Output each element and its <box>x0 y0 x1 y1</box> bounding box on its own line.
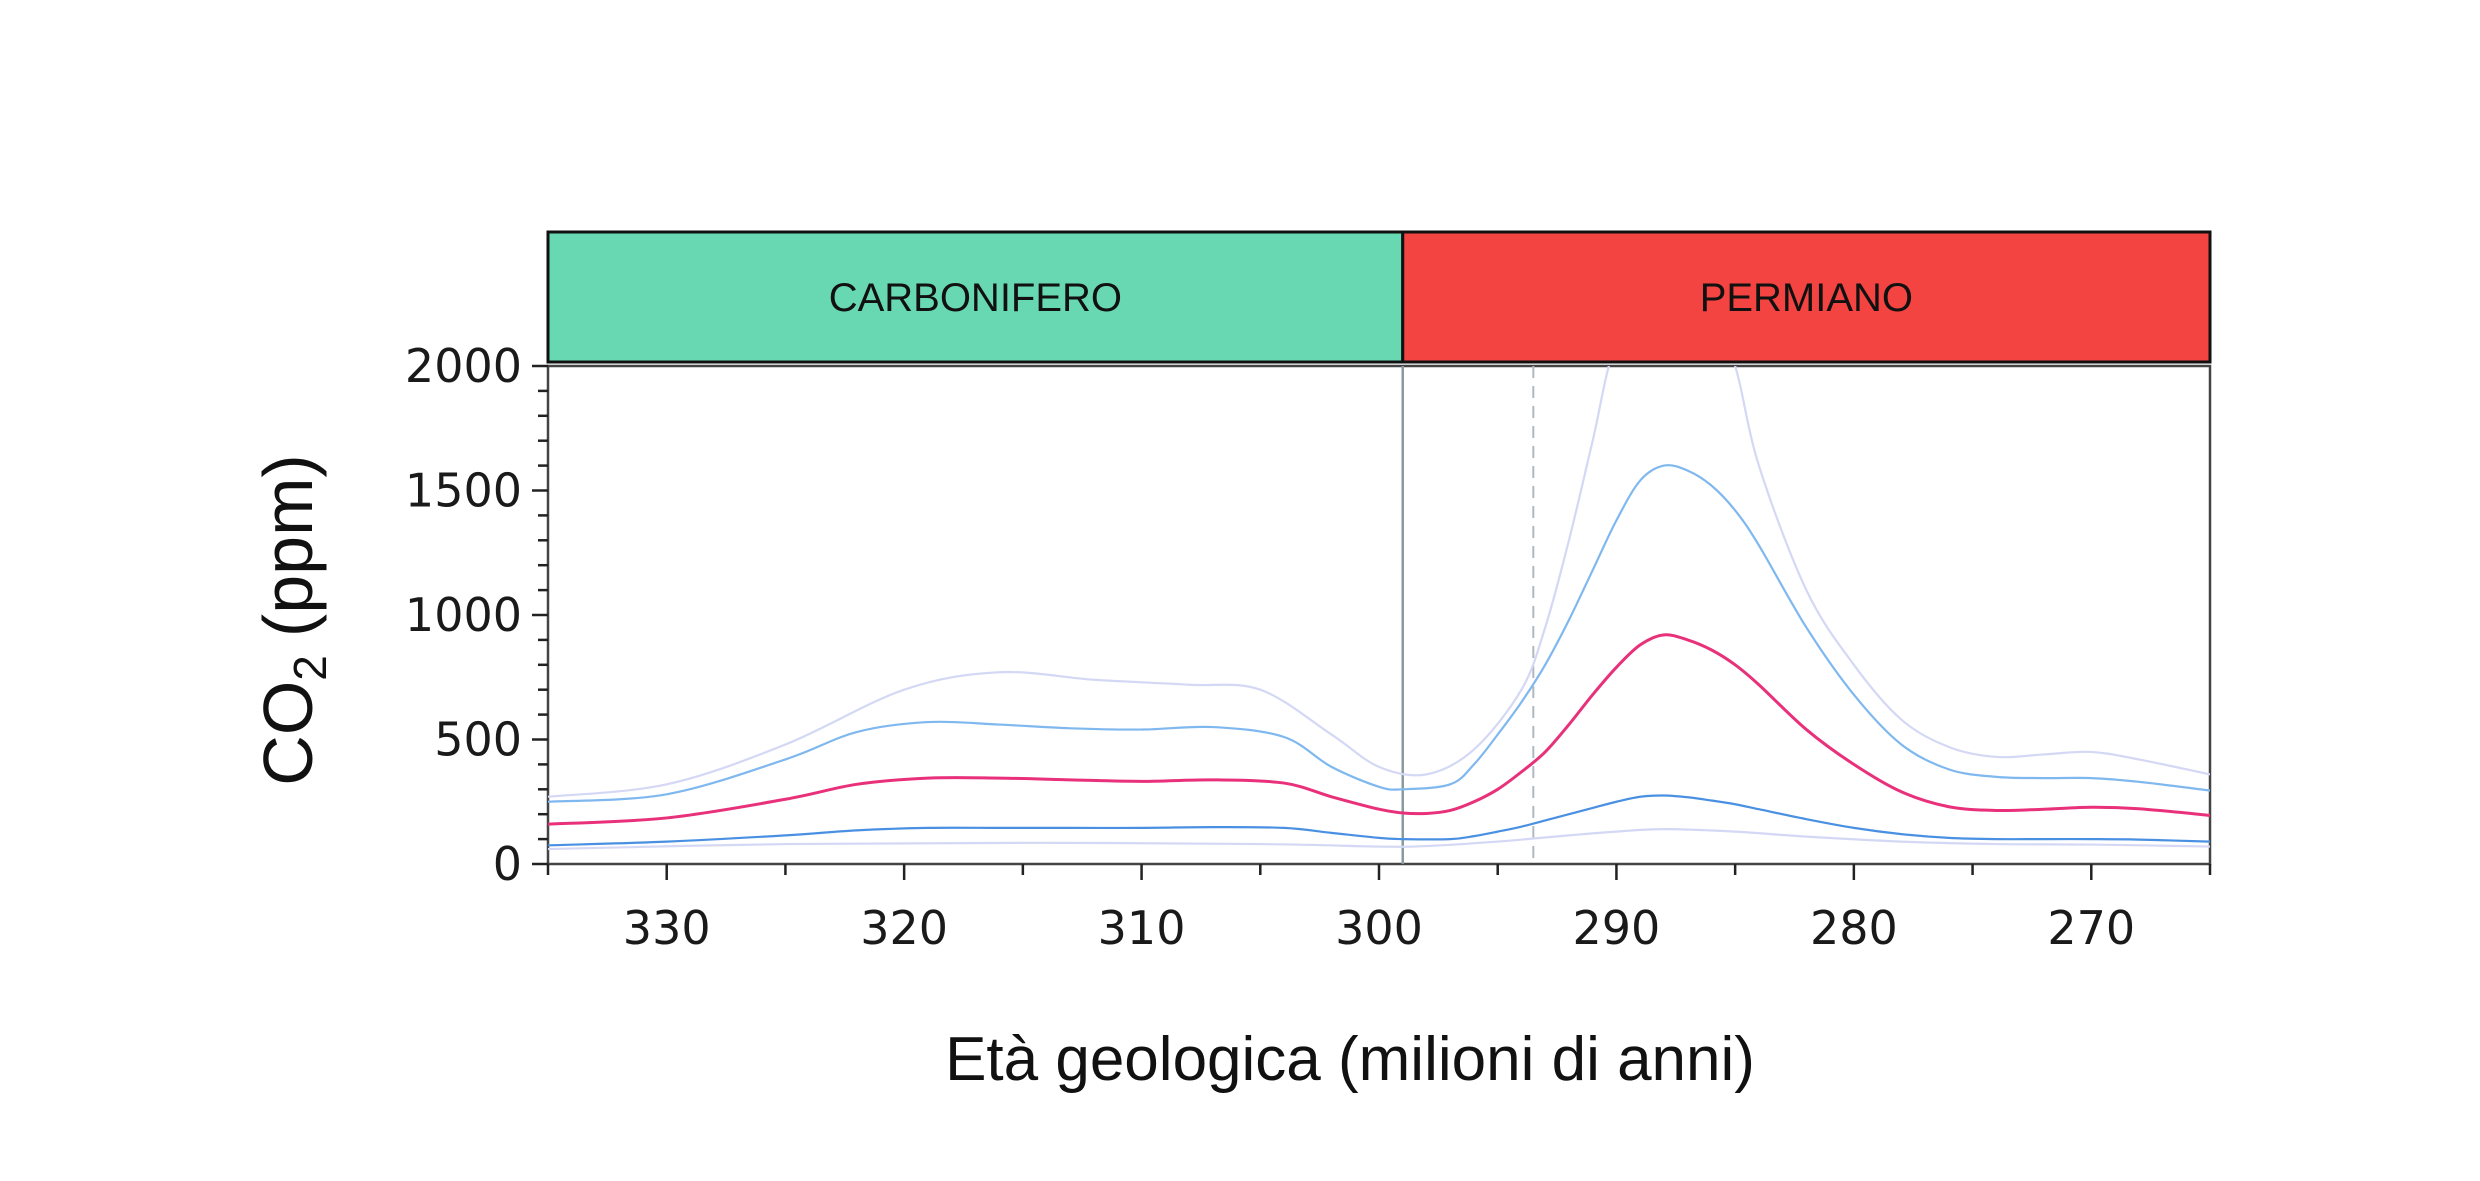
period-label-permiano: PERMIANO <box>1700 276 1913 320</box>
y-axis: 0 500 1000 1500 2000 <box>405 339 548 891</box>
y-tick-label-1000: 1000 <box>405 588 522 642</box>
series-line-outer-upper <box>548 366 2210 798</box>
series-line-median <box>548 633 2210 826</box>
period-label-carbonifero: CARBONIFERO <box>829 276 1122 320</box>
y-axis-title: CO2 (ppm) <box>249 454 336 785</box>
y-tick-label-500: 500 <box>434 713 522 767</box>
series-line-lower <box>548 794 2210 847</box>
y-axis-title-sub: 2 <box>284 655 336 681</box>
x-axis: 330 320 310 300 290 280 270 <box>546 864 2212 955</box>
x-tick-label-290: 290 <box>1573 901 1661 955</box>
period-permiano <box>1401 230 2212 364</box>
x-tick-label-300: 300 <box>1335 901 1423 955</box>
y-axis-title-unit: (ppm) <box>249 454 327 637</box>
y-axis-title-main: CO <box>249 681 327 786</box>
x-tick-label-280: 280 <box>1810 901 1898 955</box>
plot-area <box>546 364 2212 866</box>
series-line-outer-lower <box>548 828 2210 851</box>
y-tick-label-1500: 1500 <box>405 464 522 518</box>
series-group <box>548 366 2210 851</box>
x-axis-title: Età geologica (milioni di anni) <box>945 1025 1755 1094</box>
x-tick-label-310: 310 <box>1098 901 1186 955</box>
period-carbonifero <box>546 230 1405 364</box>
plot-frame <box>546 364 2212 866</box>
x-tick-label-330: 330 <box>623 901 711 955</box>
series-line-upper <box>548 464 2210 803</box>
geologic-period-bar: CARBONIFERO PERMIANO <box>546 230 2212 364</box>
x-tick-label-320: 320 <box>860 901 948 955</box>
y-tick-label-2000: 2000 <box>405 339 522 393</box>
x-tick-label-270: 270 <box>2047 901 2135 955</box>
y-tick-label-0: 0 <box>493 837 522 891</box>
